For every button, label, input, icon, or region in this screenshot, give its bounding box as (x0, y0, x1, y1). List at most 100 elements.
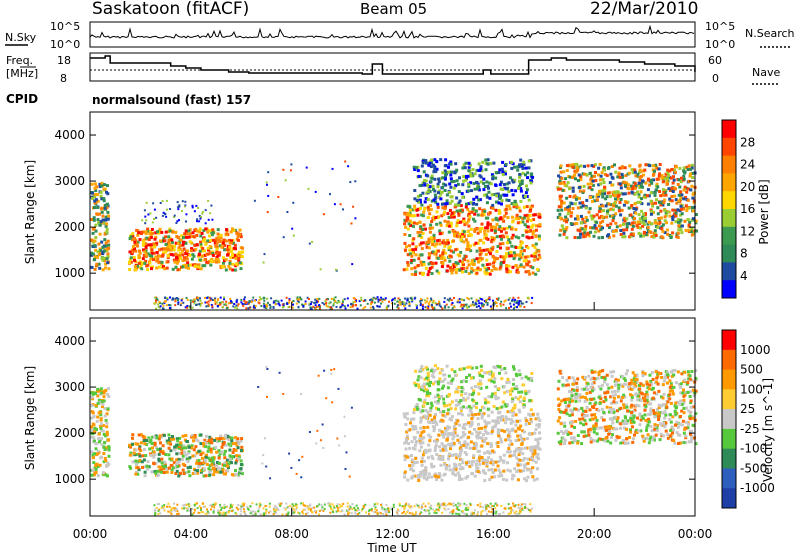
radar-cell (187, 266, 190, 270)
radar-cell (322, 213, 325, 216)
radar-cell (561, 227, 565, 231)
radar-cell (587, 234, 591, 238)
radar-cell (197, 253, 201, 257)
radar-cell (476, 182, 480, 186)
radar-cell (628, 164, 632, 168)
radar-cell (665, 228, 669, 232)
radar-cell (510, 400, 514, 403)
radar-cell (448, 190, 451, 194)
radar-cell (474, 443, 478, 447)
radar-cell (430, 465, 434, 469)
radar-cell (505, 198, 509, 202)
radar-cell (90, 251, 94, 255)
radar-cell (403, 222, 407, 226)
radar-cell (332, 302, 335, 305)
radar-cell (413, 443, 417, 447)
radar-cell (493, 377, 497, 381)
radar-cell (252, 296, 255, 299)
radar-cell (491, 471, 495, 474)
radar-cell (529, 417, 533, 421)
radar-cell (448, 452, 452, 456)
radar-cell (234, 256, 238, 260)
radar-cell (627, 191, 631, 195)
radar-cell (411, 224, 415, 228)
radar-cell (680, 372, 684, 376)
radar-cell (160, 260, 164, 264)
radar-cell (415, 403, 419, 407)
radar-cell (214, 464, 218, 467)
radar-cell (466, 396, 470, 400)
radar-cell (370, 298, 373, 301)
radar-cell (641, 234, 645, 238)
radar-cell (193, 434, 197, 437)
radar-cell (518, 175, 521, 179)
radar-cell (487, 414, 491, 418)
radar-cell (180, 458, 184, 461)
radar-cell (496, 419, 500, 423)
radar-cell (481, 298, 484, 301)
radar-cell (139, 441, 143, 445)
radar-cell (208, 296, 211, 299)
radar-cell (517, 257, 521, 261)
radar-cell (462, 396, 465, 400)
radar-cell (162, 265, 165, 269)
radar-cell (207, 446, 211, 450)
radar-cell (678, 185, 682, 189)
radar-cell (265, 307, 268, 310)
radar-cell (618, 224, 622, 228)
radar-cell (162, 236, 166, 240)
radar-cell (510, 244, 514, 248)
radar-cell (609, 203, 613, 207)
radar-cell (596, 173, 600, 177)
radar-cell (163, 239, 167, 243)
radar-cell (471, 393, 474, 397)
radar-cell (405, 455, 409, 459)
radar-cell (167, 235, 171, 239)
radar-cell (211, 456, 215, 460)
radar-cell (226, 434, 230, 438)
radar-cell (691, 192, 695, 196)
radar-cell (150, 248, 154, 252)
radar-cell (590, 188, 594, 192)
radar-cell (477, 422, 480, 426)
radar-cell (94, 447, 98, 451)
radar-cell (343, 305, 346, 308)
radar-cell (450, 303, 453, 306)
radar-cell (180, 302, 183, 305)
radar-cell (388, 300, 391, 303)
radar-cell (158, 434, 162, 438)
radar-cell (650, 210, 654, 213)
radar-cell (176, 268, 180, 272)
radar-cell (561, 188, 565, 192)
radar-cell (457, 203, 461, 207)
radar-cell (441, 458, 445, 461)
radar-cell (174, 252, 178, 256)
radar-cell (443, 169, 447, 173)
radar-cell (447, 230, 451, 234)
radar-cell (446, 298, 449, 301)
radar-cell (664, 189, 668, 192)
radar-cell (192, 235, 196, 239)
radar-cell (560, 224, 564, 228)
radar-cell (497, 201, 501, 205)
radar-cell (468, 305, 470, 308)
radar-cell (169, 246, 173, 250)
radar-cell (413, 197, 417, 201)
radar-cell (439, 305, 442, 308)
radar-cell (299, 296, 302, 299)
radar-cell (296, 296, 299, 299)
radar-cell (248, 300, 251, 302)
radar-cell (622, 222, 625, 226)
radar-cell (491, 392, 495, 396)
radar-cell (195, 438, 198, 442)
radar-cell (426, 300, 429, 303)
radar-cell (497, 208, 501, 212)
radar-cell (433, 307, 436, 310)
radar-cell (478, 373, 482, 377)
radar-cell (525, 437, 529, 440)
radar-cell (440, 418, 444, 422)
radar-cell (612, 216, 616, 220)
radar-cell (415, 304, 418, 307)
radar-cell (436, 367, 440, 371)
radar-cell (504, 211, 508, 215)
